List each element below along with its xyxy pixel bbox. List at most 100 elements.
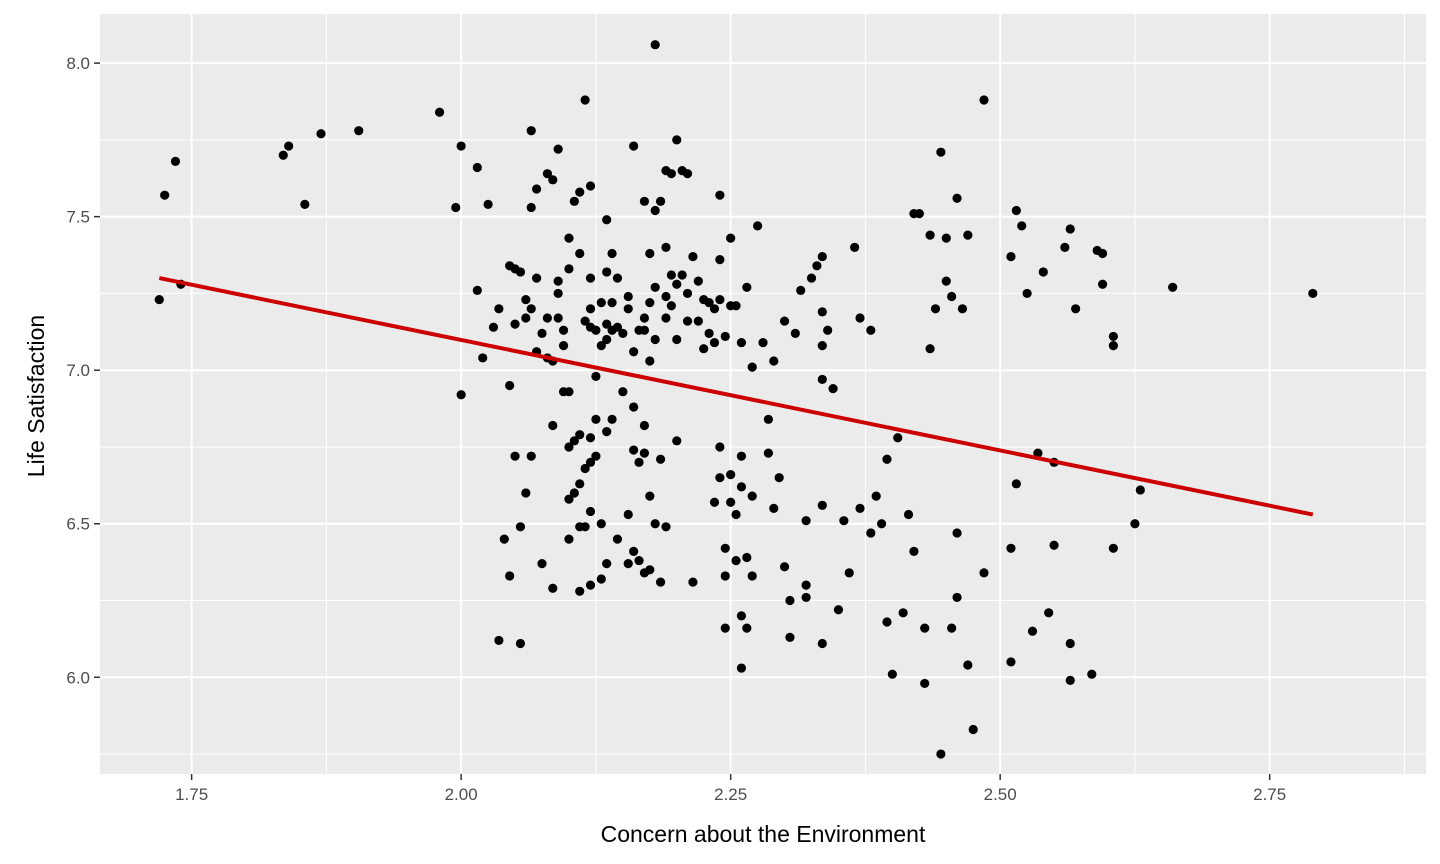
data-point: [585, 506, 596, 517]
data-point: [655, 196, 666, 206]
data-point: [650, 282, 660, 292]
data-point: [629, 445, 639, 455]
data-point: [699, 344, 709, 354]
data-point: [1011, 479, 1021, 489]
data-point: [769, 356, 779, 366]
panel-background: [100, 14, 1426, 774]
data-point: [726, 233, 736, 243]
data-point: [612, 534, 623, 544]
data-point: [650, 519, 660, 529]
data-point: [639, 448, 650, 458]
data-point: [715, 255, 725, 265]
data-point: [553, 276, 563, 286]
trend-line: [158, 276, 1314, 517]
data-point: [720, 543, 730, 553]
data-point: [758, 337, 768, 348]
data-point: [278, 150, 288, 160]
data-point: [947, 291, 957, 302]
data-point: [494, 635, 504, 646]
data-point: [688, 577, 698, 587]
x-tick-label: 2.25: [714, 785, 747, 804]
data-point: [300, 199, 310, 209]
data-point: [704, 298, 714, 308]
data-point: [715, 442, 725, 452]
data-point: [1006, 543, 1016, 553]
data-point: [661, 522, 671, 532]
data-point: [790, 328, 800, 338]
data-points: [154, 40, 1318, 759]
data-point: [941, 233, 951, 243]
data-point: [316, 129, 326, 139]
data-point: [521, 294, 531, 305]
data-point: [844, 568, 854, 578]
data-point: [882, 617, 892, 627]
data-point: [661, 242, 671, 252]
data-point: [1097, 279, 1108, 289]
data-point: [564, 233, 574, 243]
data-point: [639, 196, 650, 206]
data-point: [1065, 224, 1075, 234]
data-point: [1006, 657, 1016, 667]
data-point: [548, 420, 558, 431]
data-point: [677, 270, 687, 280]
data-point: [1011, 205, 1021, 216]
y-tick-labels: 6.0 6.5 7.0 7.5 8.0: [66, 54, 90, 687]
data-point: [602, 427, 612, 437]
data-point: [607, 414, 617, 424]
x-tick-label: 1.75: [175, 785, 208, 804]
data-point: [564, 264, 574, 274]
data-point: [715, 473, 725, 483]
data-point: [833, 605, 844, 615]
data-point: [1108, 543, 1118, 553]
data-point: [903, 509, 914, 520]
data-point: [720, 623, 730, 633]
data-point: [515, 638, 526, 649]
x-axis-title: Concern about the Environment: [601, 821, 926, 847]
data-point: [688, 251, 698, 262]
data-point: [602, 215, 612, 225]
data-point: [817, 374, 827, 385]
data-point: [515, 267, 526, 277]
data-point: [1006, 251, 1016, 262]
data-point: [742, 282, 752, 292]
data-point: [709, 497, 720, 507]
data-point: [618, 328, 628, 338]
data-point: [801, 592, 811, 603]
data-point: [769, 503, 779, 513]
data-point: [742, 623, 752, 633]
data-point: [1033, 448, 1043, 458]
data-point: [629, 402, 639, 412]
data-point: [1065, 675, 1075, 685]
data-point: [736, 482, 747, 492]
data-point: [639, 325, 650, 335]
data-point: [731, 555, 741, 566]
y-axis-title: Life Satisfaction: [23, 315, 49, 477]
x-tick-label: 2.50: [984, 785, 1017, 804]
y-tick-label: 6.0: [66, 668, 90, 687]
data-point: [661, 291, 671, 302]
data-point: [526, 451, 536, 461]
data-point: [736, 451, 747, 461]
data-point: [866, 325, 876, 335]
data-point: [602, 319, 612, 329]
data-point: [952, 528, 962, 538]
data-point: [515, 522, 526, 532]
data-point: [575, 430, 585, 440]
data-point: [715, 294, 725, 305]
data-point: [629, 347, 639, 357]
data-point: [839, 516, 849, 526]
data-point: [451, 202, 461, 213]
data-point: [736, 337, 747, 348]
x-tick-labels: 1.75 2.00 2.25 2.50 2.75: [175, 785, 1286, 804]
data-point: [968, 724, 978, 735]
data-point: [666, 169, 676, 179]
data-point: [774, 473, 784, 483]
data-point: [801, 580, 811, 590]
data-point: [585, 181, 596, 191]
data-point: [655, 577, 666, 587]
data-point: [591, 371, 601, 381]
data-point: [882, 454, 892, 464]
data-point: [817, 638, 827, 649]
data-point: [623, 559, 633, 569]
data-point: [693, 316, 703, 326]
